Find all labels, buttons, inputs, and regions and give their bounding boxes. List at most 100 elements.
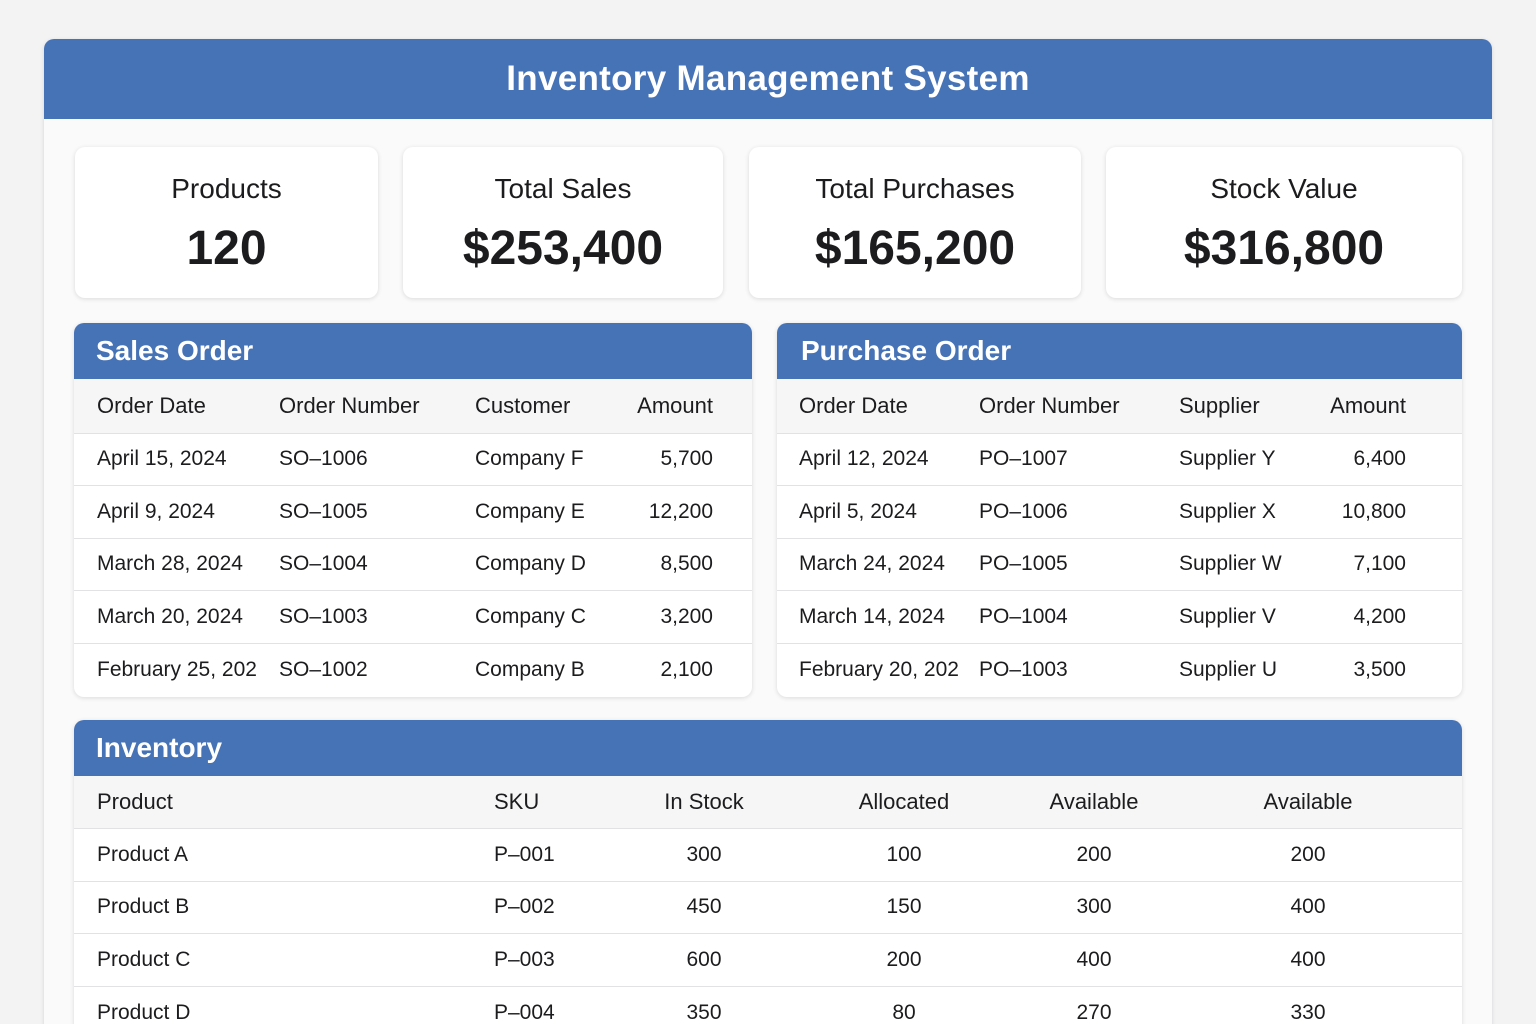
stat-label: Products <box>171 173 282 204</box>
sales-order-table: Order Date Order Number Customer Amount … <box>74 379 752 696</box>
column-header-available[interactable]: Available <box>1034 776 1154 829</box>
table-row[interactable]: March 14, 2024 PO–1004 Supplier V 4,200 <box>777 590 1462 644</box>
column-header-supplier[interactable]: Supplier <box>1179 379 1324 434</box>
amount-cell: 10,800 <box>1324 485 1462 539</box>
product-cell: Product D <box>97 1000 191 1024</box>
sku-cell: P–001 <box>494 828 634 882</box>
table-row[interactable]: April 12, 2024 PO–1007 Supplier Y 6,400 <box>777 433 1462 486</box>
table-row[interactable]: February 25, 202 SO–1002 Company B 2,100 <box>74 643 752 696</box>
column-header-order-number[interactable]: Order Number <box>979 379 1179 434</box>
stat-card-total-sales: Total Sales $253,400 <box>403 147 723 298</box>
purchase-order-table: Order Date Order Number Supplier Amount … <box>777 379 1462 696</box>
customer-cell: Company F <box>475 433 620 486</box>
amount-cell: 7,100 <box>1324 538 1462 591</box>
product-cell: Product C <box>74 933 494 987</box>
amount-cell: 12,200 <box>620 485 752 539</box>
table-row[interactable]: March 24, 2024 PO–1005 Supplier W 7,100 <box>777 538 1462 591</box>
available-cell-2: 330 <box>1290 1000 1326 1024</box>
order-number-cell: SO–1004 <box>279 538 475 591</box>
order-number-cell: SO–1002 <box>279 657 368 681</box>
stat-value: 120 <box>186 222 267 275</box>
sku-cell: P–003 <box>494 933 634 987</box>
stat-value: $316,800 <box>1183 222 1385 275</box>
order-number-cell: PO–1007 <box>979 433 1179 486</box>
order-number-cell: PO–1005 <box>979 538 1179 591</box>
column-header-order-date[interactable]: Order Date <box>74 379 279 434</box>
available-cell: 400 <box>1034 933 1154 987</box>
column-header-customer[interactable]: Customer <box>475 379 620 434</box>
inventory-panel: Inventory Product SKU In Stock Allocated… <box>74 720 1462 1024</box>
amount-cell: 8,500 <box>620 538 752 591</box>
column-header-sku[interactable]: SKU <box>494 776 634 829</box>
available-cell: 300 <box>1034 881 1154 934</box>
supplier-cell: Supplier W <box>1179 538 1324 591</box>
order-number-cell: SO–1003 <box>279 590 475 644</box>
column-header-amount[interactable]: Amount <box>620 379 752 434</box>
column-header-allocated[interactable]: Allocated <box>774 776 1034 829</box>
table-row[interactable]: April 5, 2024 PO–1006 Supplier X 10,800 <box>777 485 1462 539</box>
available-cell: 270 <box>1076 1000 1112 1024</box>
in-stock-cell: 600 <box>634 933 774 987</box>
available-cell-2: 400 <box>1154 933 1462 987</box>
order-number-cell: PO–1003 <box>979 657 1068 681</box>
order-date-cell: February 20, 202 <box>799 657 959 681</box>
table-row[interactable]: April 15, 2024 SO–1006 Company F 5,700 <box>74 433 752 486</box>
amount-cell: 6,400 <box>1324 433 1462 486</box>
app-header: Inventory Management System <box>44 39 1492 119</box>
order-number-cell: PO–1006 <box>979 485 1179 539</box>
order-date-cell: April 9, 2024 <box>74 485 279 539</box>
supplier-cell: Supplier Y <box>1179 433 1324 486</box>
amount-cell: 2,100 <box>660 657 713 681</box>
customer-cell: Company D <box>475 538 620 591</box>
order-date-cell: April 15, 2024 <box>74 433 279 486</box>
table-row[interactable]: February 20, 202 PO–1003 Supplier U 3,50… <box>777 643 1462 696</box>
table-row[interactable]: March 20, 2024 SO–1003 Company C 3,200 <box>74 590 752 644</box>
stat-value: $165,200 <box>814 222 1016 275</box>
order-number-cell: SO–1006 <box>279 433 475 486</box>
stat-value: $253,400 <box>462 222 664 275</box>
available-cell-2: 200 <box>1154 828 1462 882</box>
allocated-cell: 100 <box>774 828 1034 882</box>
in-stock-cell: 350 <box>686 1000 722 1024</box>
in-stock-cell: 300 <box>634 828 774 882</box>
order-date-cell: March 20, 2024 <box>74 590 279 644</box>
table-row[interactable]: Product D P–004 350 80 270 330 <box>74 986 1462 1024</box>
table-row[interactable]: Product C P–003 600 200 400 400 <box>74 933 1462 987</box>
order-date-cell: March 24, 2024 <box>777 538 979 591</box>
supplier-cell: Supplier U <box>1179 657 1278 681</box>
app-title: Inventory Management System <box>506 59 1030 98</box>
purchase-order-title: Purchase Order <box>777 323 1462 379</box>
order-date-cell: April 5, 2024 <box>777 485 979 539</box>
column-header-order-number[interactable]: Order Number <box>279 379 475 434</box>
column-header-order-date[interactable]: Order Date <box>777 379 979 434</box>
order-number-cell: SO–1005 <box>279 485 475 539</box>
table-row[interactable]: Product B P–002 450 150 300 400 <box>74 881 1462 934</box>
table-row[interactable]: March 28, 2024 SO–1004 Company D 8,500 <box>74 538 752 591</box>
supplier-cell: Supplier X <box>1179 485 1324 539</box>
allocated-cell: 200 <box>774 933 1034 987</box>
amount-cell: 3,500 <box>1353 657 1406 681</box>
allocated-cell: 150 <box>774 881 1034 934</box>
sales-order-title: Sales Order <box>74 323 752 379</box>
sku-cell: P–002 <box>494 881 634 934</box>
order-date-cell: February 25, 202 <box>97 657 257 681</box>
order-date-cell: March 28, 2024 <box>74 538 279 591</box>
table-header-row: Order Date Order Number Supplier Amount <box>777 379 1462 434</box>
column-header-amount[interactable]: Amount <box>1324 379 1462 434</box>
amount-cell: 5,700 <box>620 433 752 486</box>
stat-card-stock-value: Stock Value $316,800 <box>1106 147 1462 298</box>
stat-label: Total Sales <box>494 173 632 204</box>
allocated-cell: 80 <box>892 1000 916 1024</box>
column-header-in-stock[interactable]: In Stock <box>634 776 774 829</box>
order-date-cell: March 14, 2024 <box>777 590 979 644</box>
inventory-table: Product SKU In Stock Allocated Available… <box>74 776 1462 1024</box>
table-row[interactable]: April 9, 2024 SO–1005 Company E 12,200 <box>74 485 752 539</box>
customer-cell: Company C <box>475 590 620 644</box>
amount-cell: 4,200 <box>1324 590 1462 644</box>
column-header-product[interactable]: Product <box>74 776 494 829</box>
table-row[interactable]: Product A P–001 300 100 200 200 <box>74 828 1462 882</box>
column-header-available-2[interactable]: Available <box>1154 776 1462 829</box>
product-cell: Product B <box>74 881 494 934</box>
order-number-cell: PO–1004 <box>979 590 1179 644</box>
stat-label: Stock Value <box>1210 173 1358 204</box>
